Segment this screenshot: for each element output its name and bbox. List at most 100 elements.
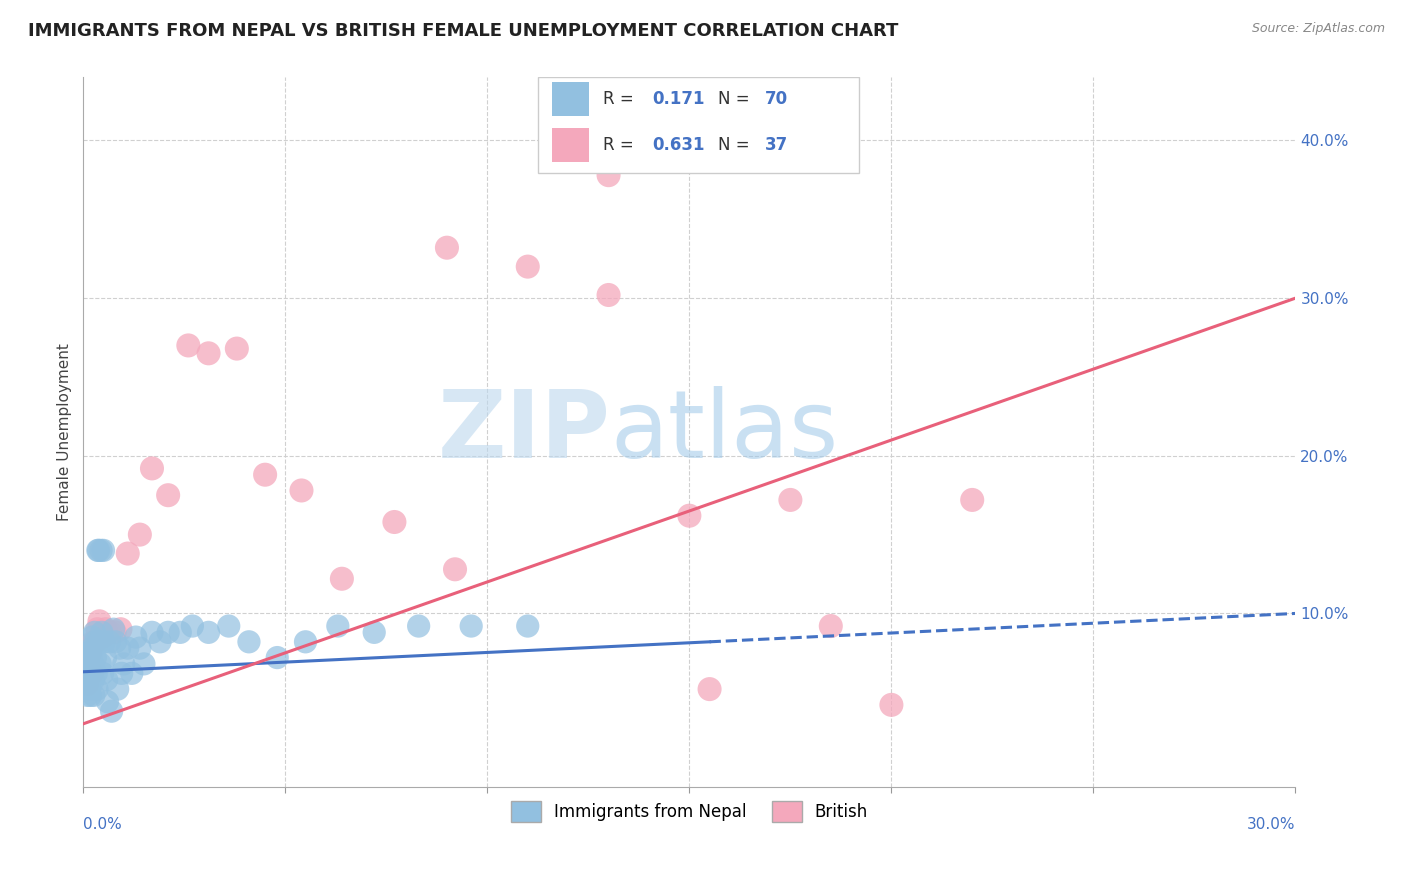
Text: N =: N = [718, 90, 755, 108]
Point [117, 641, 139, 656]
Point [77, 677, 100, 691]
Point [96, 673, 118, 687]
Point [82, 673, 104, 687]
Point [108, 641, 131, 656]
Point [125, 630, 148, 644]
Point [103, 622, 125, 636]
Point [820, 619, 842, 633]
Point [77, 654, 100, 668]
Point [436, 241, 458, 255]
Point [326, 619, 349, 633]
Text: Source: ZipAtlas.com: Source: ZipAtlas.com [1251, 22, 1385, 36]
Point [132, 657, 155, 671]
Point [880, 698, 903, 712]
Point [79, 646, 101, 660]
Point [84, 666, 107, 681]
Point [294, 635, 316, 649]
Point [254, 467, 277, 482]
FancyBboxPatch shape [538, 78, 859, 173]
Point [117, 547, 139, 561]
Point [94, 622, 117, 636]
Point [699, 682, 721, 697]
Text: atlas: atlas [610, 386, 839, 478]
Text: R =: R = [603, 90, 640, 108]
Point [82, 657, 104, 671]
Point [225, 342, 247, 356]
Point [169, 625, 191, 640]
Point [516, 260, 538, 274]
Point [83, 689, 105, 703]
Point [96, 695, 118, 709]
Point [79, 662, 101, 676]
Text: IMMIGRANTS FROM NEPAL VS BRITISH FEMALE UNEMPLOYMENT CORRELATION CHART: IMMIGRANTS FROM NEPAL VS BRITISH FEMALE … [28, 22, 898, 40]
Point [181, 619, 204, 633]
Point [76, 677, 98, 691]
Point [76, 689, 98, 703]
Point [100, 704, 122, 718]
Point [79, 646, 101, 660]
Point [112, 657, 135, 671]
Point [98, 625, 121, 640]
Point [290, 483, 312, 498]
Point [77, 654, 100, 668]
Point [177, 338, 200, 352]
Text: 0.631: 0.631 [652, 136, 704, 153]
Point [79, 666, 101, 681]
Point [79, 689, 101, 703]
Text: ZIP: ZIP [437, 386, 610, 478]
Point [960, 492, 983, 507]
Text: 0.171: 0.171 [652, 90, 704, 108]
Point [79, 669, 101, 683]
Point [121, 666, 143, 681]
Point [77, 673, 100, 687]
Point [98, 635, 121, 649]
Point [141, 461, 163, 475]
Point [84, 635, 107, 649]
Point [82, 641, 104, 656]
Point [87, 543, 110, 558]
Point [779, 492, 801, 507]
FancyBboxPatch shape [553, 82, 589, 116]
Point [76, 657, 98, 671]
Point [82, 666, 104, 681]
Point [197, 625, 219, 640]
Point [111, 666, 134, 681]
Point [598, 288, 620, 302]
Point [76, 650, 98, 665]
Text: 70: 70 [765, 90, 787, 108]
Point [128, 527, 150, 541]
Point [90, 625, 112, 640]
Text: N =: N = [718, 136, 755, 153]
Point [84, 635, 107, 649]
Point [86, 682, 108, 697]
Point [157, 488, 180, 502]
Point [197, 346, 219, 360]
Point [79, 654, 101, 668]
Point [89, 657, 111, 671]
Point [77, 646, 100, 660]
Point [80, 662, 103, 676]
Point [76, 666, 98, 681]
Point [104, 635, 127, 649]
Point [363, 625, 385, 640]
Point [157, 625, 180, 640]
Y-axis label: Female Unemployment: Female Unemployment [58, 343, 72, 521]
Point [86, 622, 108, 636]
Legend: Immigrants from Nepal, British: Immigrants from Nepal, British [503, 795, 875, 828]
FancyBboxPatch shape [553, 128, 589, 161]
Point [90, 543, 112, 558]
Point [218, 619, 240, 633]
Point [110, 622, 132, 636]
Point [141, 625, 163, 640]
Point [87, 543, 110, 558]
Point [89, 635, 111, 649]
Point [82, 630, 104, 644]
Point [79, 682, 101, 697]
Point [408, 619, 430, 633]
Point [238, 635, 260, 649]
Point [83, 635, 105, 649]
Point [266, 650, 288, 665]
Point [80, 646, 103, 660]
Point [104, 625, 127, 640]
Text: R =: R = [603, 136, 640, 153]
